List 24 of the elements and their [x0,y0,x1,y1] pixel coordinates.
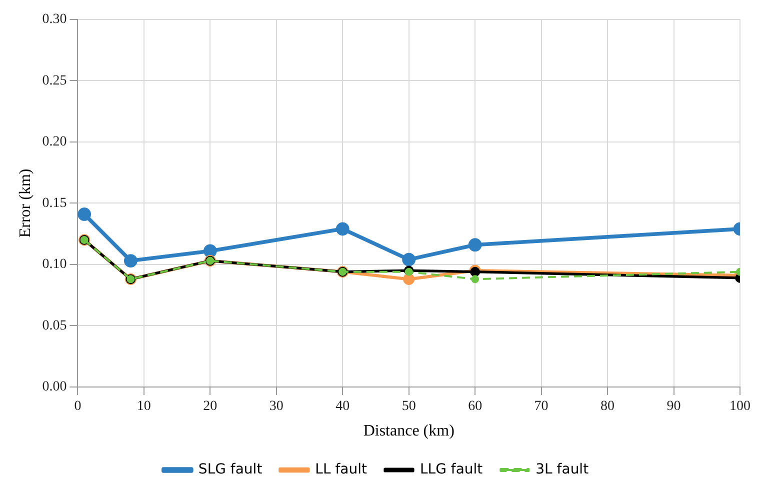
y-tick-label: 0.25 [42,73,67,88]
y-tick-label: 0.15 [42,196,67,211]
y-tick-label: 0.20 [42,134,67,150]
x-tick-label: 60 [468,399,482,414]
x-tick-label: 0 [74,399,82,414]
x-tick-label: 100 [730,399,750,414]
legend-label: 3L fault [536,462,590,478]
y-axis-title: Error (km) [16,168,34,238]
y-tick-label: 0.10 [42,257,67,272]
x-tick-label: 70 [534,399,548,414]
y-tick-label: 0.30 [42,12,67,28]
x-tick-label: 30 [269,399,284,414]
legend-label: LLG fault [420,462,484,478]
y-tick-label: 0.00 [42,380,67,395]
legend-label: SLG fault [198,462,263,478]
x-tick-label: 50 [402,399,416,414]
x-tick-label: 90 [666,399,681,414]
x-tick-label: 80 [600,399,615,414]
x-axis-title: Distance (km) [363,422,454,440]
legend-label: LL fault [315,462,368,478]
x-tick-label: 10 [136,399,151,414]
y-tick-label: 0.05 [42,318,67,334]
x-tick-label: 40 [336,399,350,414]
x-tick-label: 20 [203,399,218,414]
